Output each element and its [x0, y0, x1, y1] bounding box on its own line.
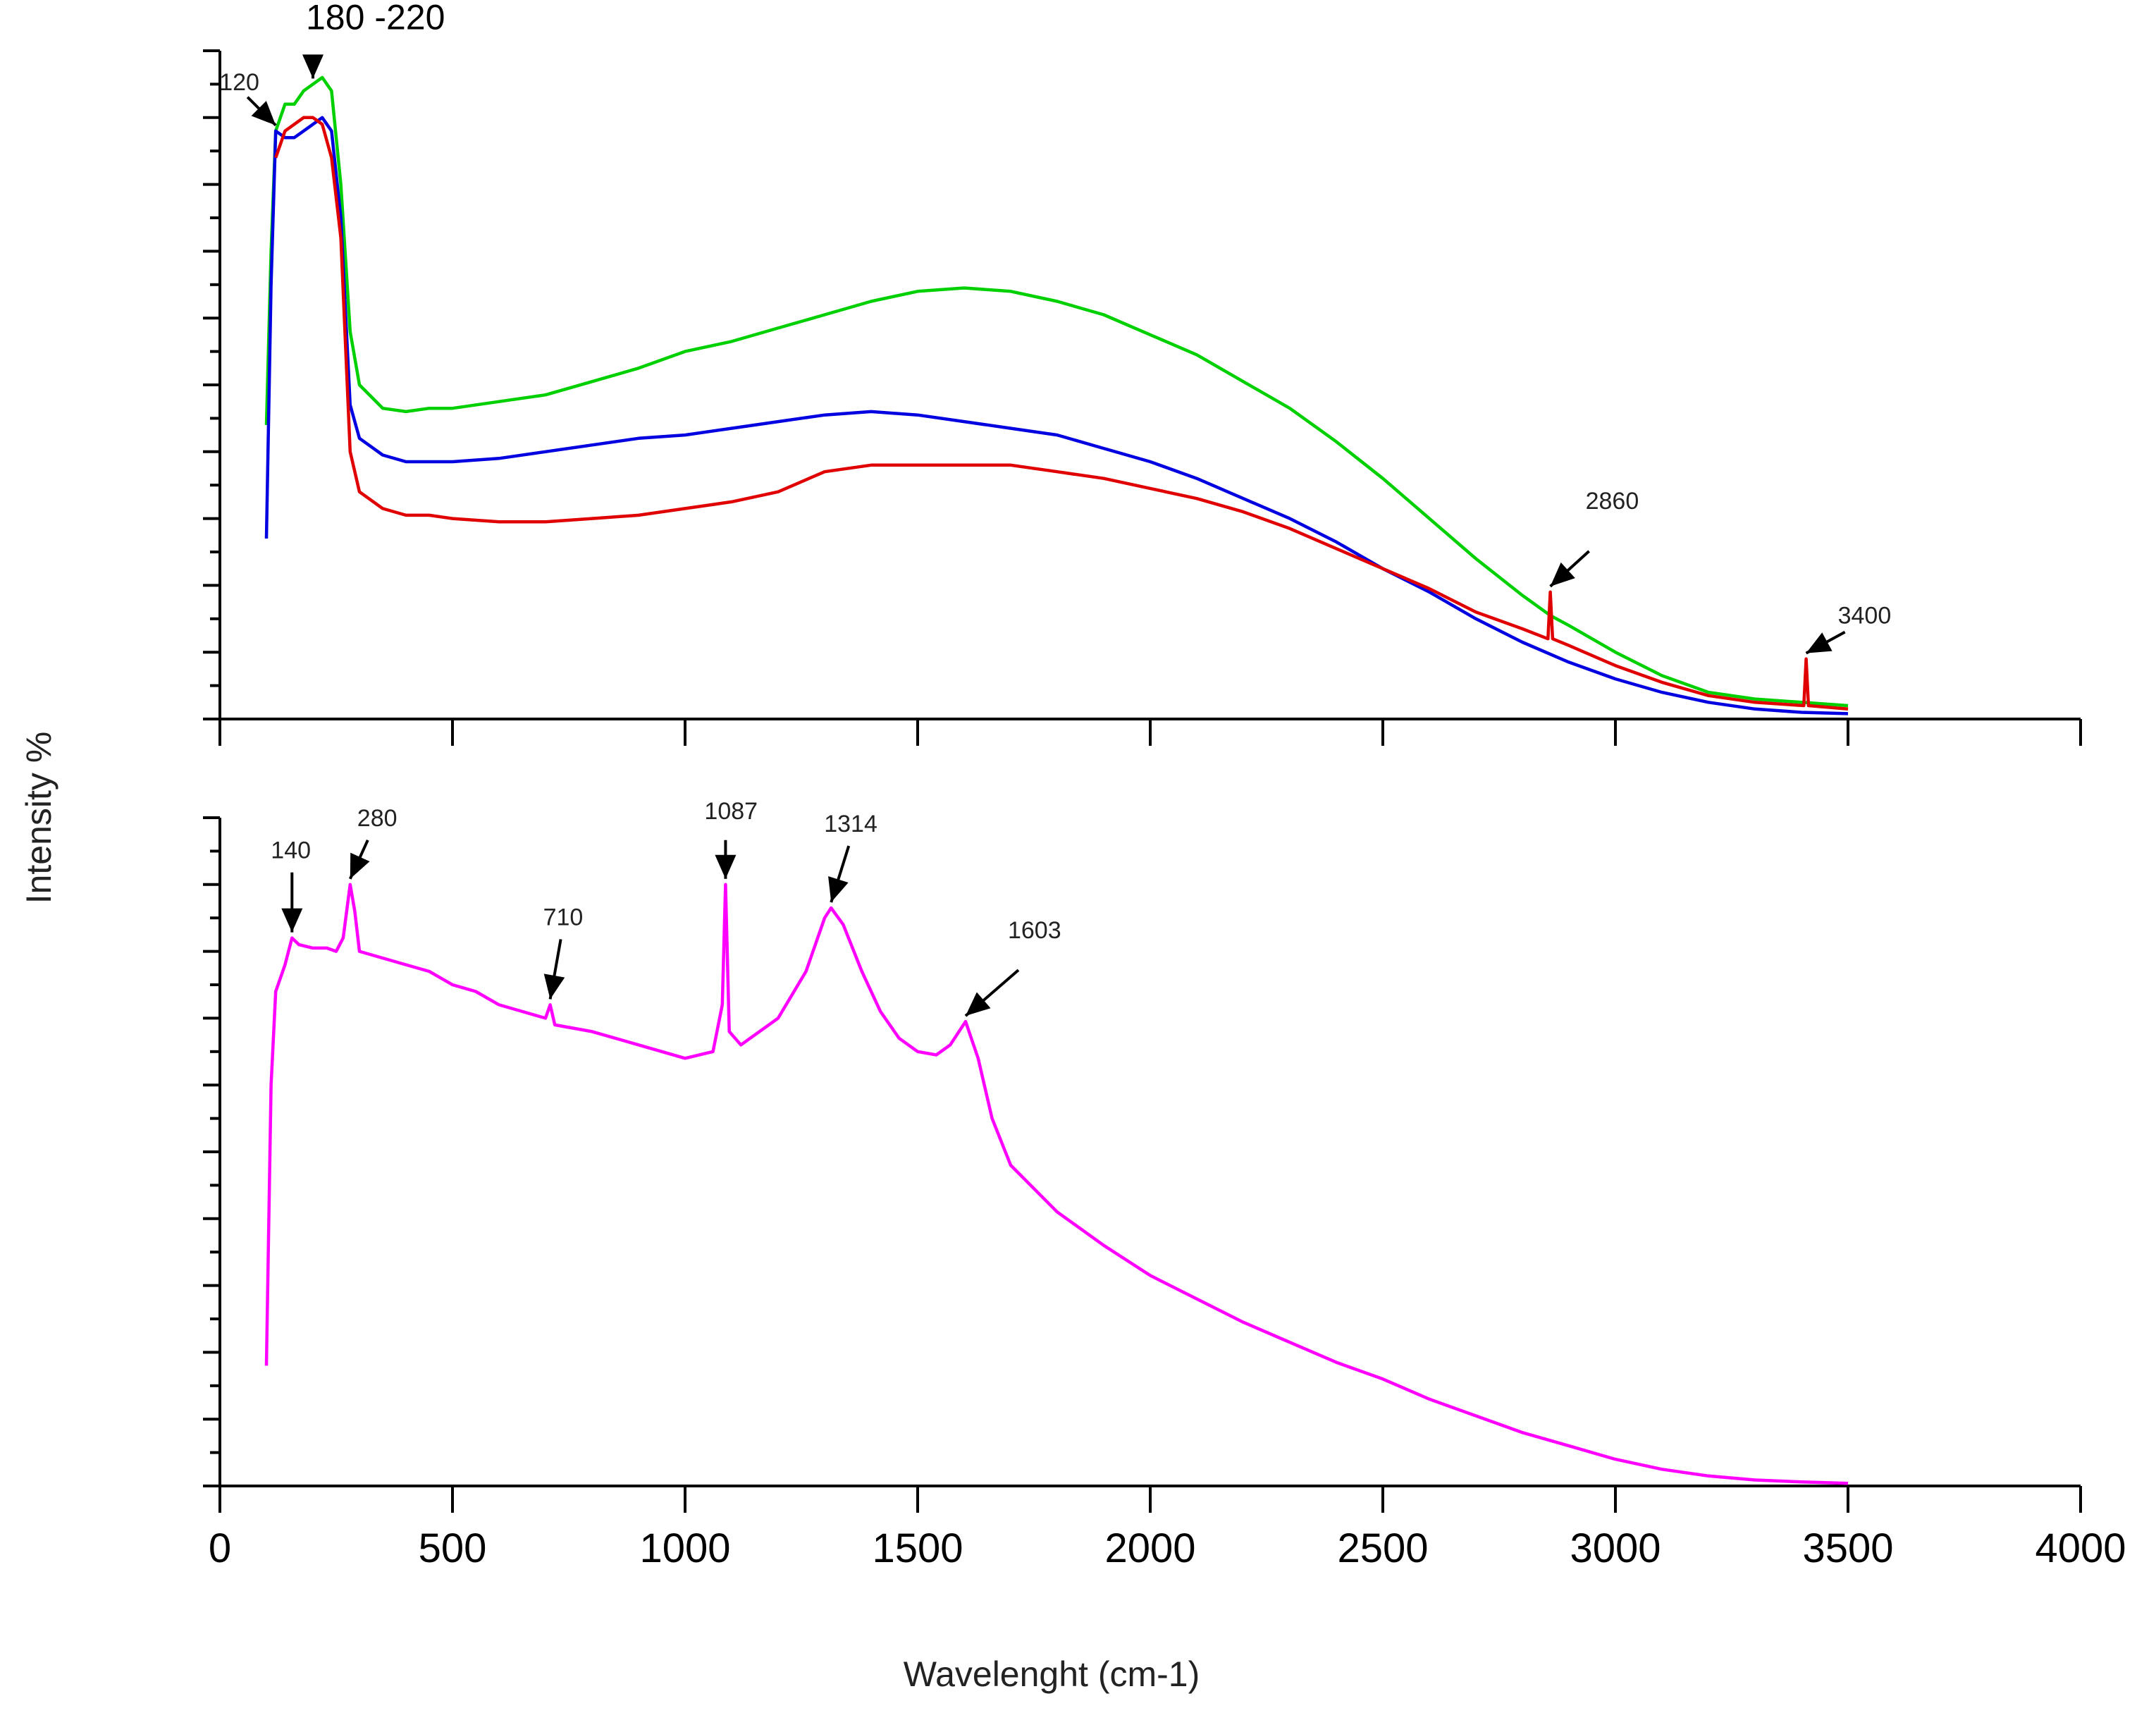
bottom-panel: 0 500 1000 1500 2000 2500 3000 3500 4000 140 280 71…	[203, 798, 2126, 1571]
annotation-label: 120	[219, 69, 259, 96]
series-line-blue	[264, 116, 1849, 715]
annotation-arrow-head	[302, 54, 324, 79]
annotation-arrow-head	[1550, 562, 1575, 586]
annotation-label: 140	[271, 837, 311, 864]
annotation-arrow-head	[965, 992, 991, 1016]
annotation-label: 3400	[1838, 603, 1892, 629]
x-tick-label: 2000	[1104, 1525, 1195, 1571]
x-tick-label: 0	[209, 1525, 231, 1571]
x-axis-title: Wavelenght (cm-1)	[904, 1654, 1200, 1694]
y-axis-title: Intensity %	[19, 732, 58, 904]
annotation-label: 1603	[1008, 917, 1061, 944]
x-tick-label: 2500	[1337, 1525, 1428, 1571]
series-line-magenta	[264, 883, 1849, 1485]
annotation-arrow-head	[1806, 632, 1832, 653]
x-tick-label: 3500	[1802, 1525, 1893, 1571]
top-panel: 120 180 -220 2860 3400	[203, 0, 2082, 746]
annotation-arrow-head	[281, 908, 303, 933]
series-line-red	[274, 116, 1849, 711]
annotation-label: 1314	[824, 811, 877, 837]
annotation-arrow-head	[715, 854, 737, 879]
series-line-green	[264, 75, 1849, 708]
annotation-arrow-head	[350, 852, 370, 879]
annotation-label: 280	[357, 805, 398, 832]
x-tick-label: 3000	[1570, 1525, 1661, 1571]
annotation-arrow-head	[543, 973, 565, 1000]
x-tick-label: 1500	[872, 1525, 963, 1571]
annotation-arrow-head	[828, 876, 849, 902]
x-tick-label: 4000	[2035, 1525, 2126, 1571]
x-tick-label: 1000	[639, 1525, 730, 1571]
annotation-label: 2860	[1586, 488, 1639, 515]
annotation-label: 180 -220	[306, 0, 445, 37]
x-tick-label: 500	[419, 1525, 487, 1571]
annotation-arrow-head	[251, 101, 276, 125]
annotation-label: 710	[543, 904, 584, 930]
annotation-label: 1087	[704, 798, 758, 825]
